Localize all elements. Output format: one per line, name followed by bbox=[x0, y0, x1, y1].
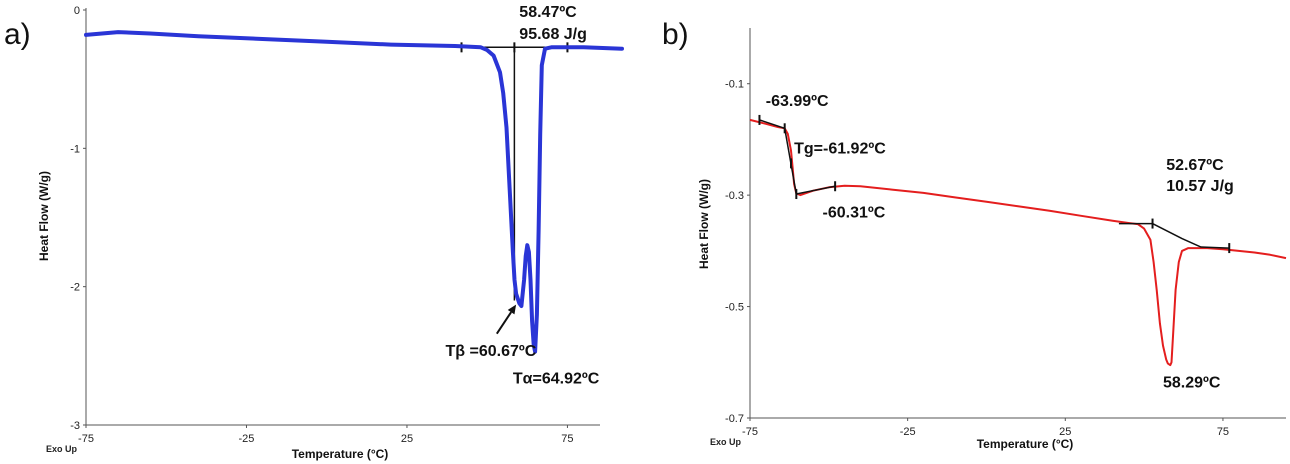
panel-a-heat-flow-line bbox=[84, 30, 624, 354]
y-tick-label: -0.1 bbox=[725, 79, 744, 91]
panel-a: a) -75 -25 25 75 0 -1 -2 -3 Temperature (°C) He… bbox=[4, 4, 624, 461]
y-tick-label: -0.3 bbox=[725, 190, 744, 202]
panel-a-arrowhead bbox=[507, 304, 517, 315]
panel-a-t-beta: Tβ =60.67ºC bbox=[446, 343, 537, 360]
x-tick-label: 75 bbox=[561, 433, 573, 445]
panel-a-label: a) bbox=[4, 18, 31, 51]
panel-a-t-alpha: Tα=64.92ºC bbox=[513, 371, 600, 388]
x-tick-label: 25 bbox=[1059, 426, 1071, 438]
y-tick-label: -1 bbox=[70, 143, 80, 155]
panel-b-exo-note: Exo Up bbox=[710, 437, 742, 447]
x-tick-label: -25 bbox=[900, 426, 916, 438]
x-tick-label: -25 bbox=[239, 433, 255, 445]
panel-b-enthalpy: 10.57 J/g bbox=[1166, 178, 1234, 195]
panel-b-peak-temp: 58.29ºC bbox=[1163, 374, 1221, 391]
panel-a-peak-temp: 58.47ºC bbox=[519, 4, 577, 21]
panel-b-annotations: -63.99ºC Tg=-61.92ºC -60.31ºC 52.67ºC 10… bbox=[766, 93, 1234, 391]
y-tick-label: -3 bbox=[70, 420, 80, 432]
panel-b-melt-onset: 52.67ºC bbox=[1166, 157, 1224, 174]
x-tick-label: -75 bbox=[78, 433, 94, 445]
panel-a-annotations: 58.47ºC 95.68 J/g Tβ =60.67ºC Tα=64.92ºC bbox=[446, 4, 600, 388]
panel-b-endset-temp: -60.31ºC bbox=[823, 204, 886, 221]
analysis-line bbox=[796, 185, 836, 195]
y-tick-label: 0 bbox=[74, 5, 80, 17]
x-tick-label: -75 bbox=[742, 426, 758, 438]
x-tick-label: 75 bbox=[1217, 426, 1229, 438]
panel-b: b) -75 -25 25 75 -0.1 -0.3 -0.5 -0.7 Temperatur… bbox=[662, 18, 1287, 451]
panel-a-ticks: -75 -25 25 75 0 -1 -2 -3 bbox=[70, 5, 573, 445]
x-tick-label: 25 bbox=[401, 433, 413, 445]
panel-a-enthalpy: 95.68 J/g bbox=[519, 26, 587, 43]
y-tick-label: -0.5 bbox=[725, 302, 744, 314]
y-tick-label: -0.7 bbox=[725, 413, 744, 425]
panel-b-onset-temp: -63.99ºC bbox=[766, 93, 829, 110]
panel-b-x-title: Temperature (°C) bbox=[977, 437, 1074, 451]
panel-a-y-title: Heat Flow (W/g) bbox=[37, 171, 51, 261]
panel-b-ticks: -75 -25 25 75 -0.1 -0.3 -0.5 -0.7 bbox=[725, 79, 1229, 438]
panel-b-y-title: Heat Flow (W/g) bbox=[697, 179, 711, 269]
panel-a-x-title: Temperature (°C) bbox=[292, 447, 389, 461]
panel-b-label: b) bbox=[662, 18, 689, 51]
panel-b-tg: Tg=-61.92ºC bbox=[794, 140, 886, 157]
panel-b-markers bbox=[758, 114, 1231, 254]
panel-a-t-beta-arrow bbox=[495, 311, 512, 335]
analysis-line bbox=[759, 119, 785, 130]
analysis-line bbox=[1152, 222, 1230, 249]
panel-a-exo-note: Exo Up bbox=[46, 444, 78, 454]
y-tick-label: -2 bbox=[70, 282, 80, 294]
